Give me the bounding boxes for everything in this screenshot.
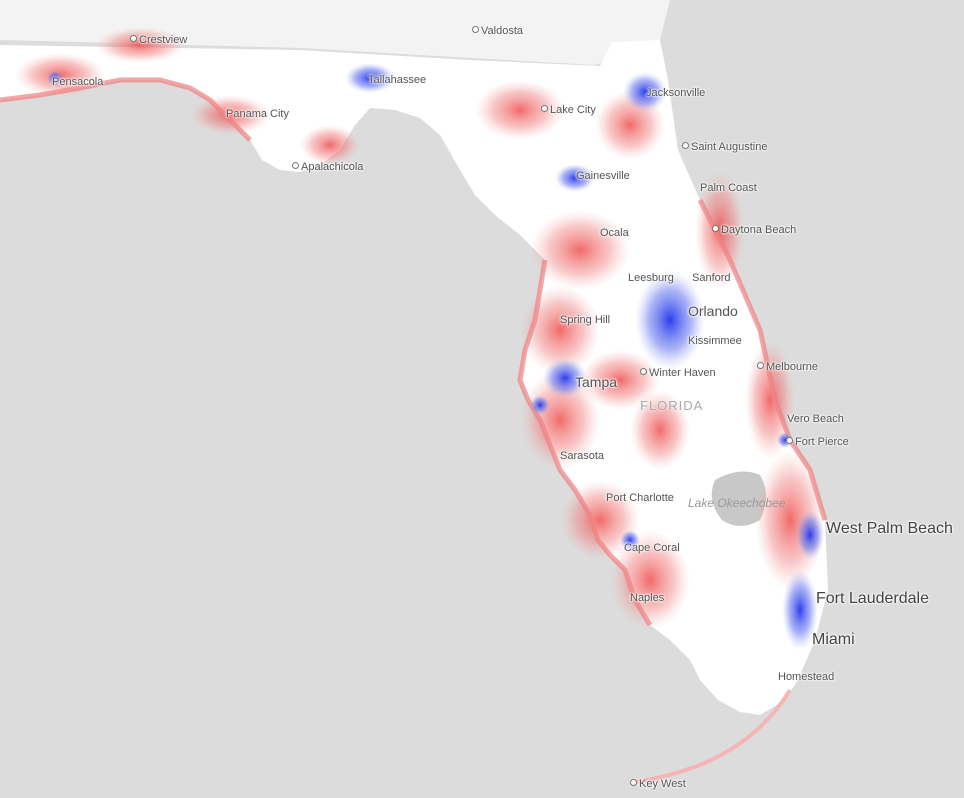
city-name: Spring Hill (560, 314, 611, 326)
city-label[interactable]: Apalachicola (292, 161, 363, 173)
city-name: Fort Pierce (795, 436, 849, 448)
city-label[interactable]: Panama City (226, 108, 289, 120)
city-dot-icon (292, 162, 299, 169)
city-name: Panama City (226, 108, 289, 120)
water-label-lake-okeechobee: Lake Okeechobee (688, 496, 786, 510)
city-label[interactable]: Orlando (688, 303, 738, 319)
city-label[interactable]: Miami (812, 631, 855, 649)
red-coastline (0, 77, 828, 627)
city-name: West Palm Beach (826, 520, 953, 537)
city-label[interactable]: Melbourne (757, 361, 818, 373)
city-name: Leesburg (628, 272, 674, 284)
city-label[interactable]: Lake City (541, 104, 596, 116)
city-label[interactable]: Sarasota (560, 450, 604, 462)
city-label[interactable]: Palm Coast (700, 182, 757, 194)
city-dot-icon (757, 362, 764, 369)
city-name: Vero Beach (787, 413, 844, 425)
city-label[interactable]: Port Charlotte (606, 492, 674, 504)
city-label[interactable]: Daytona Beach (712, 224, 796, 236)
city-name: Palm Coast (700, 182, 757, 194)
city-label[interactable]: Crestview (130, 34, 187, 46)
city-name: Melbourne (766, 361, 818, 373)
city-label[interactable]: Jacksonville (646, 87, 705, 99)
city-name: Fort Lauderdale (816, 590, 929, 607)
city-name: Lake City (550, 104, 596, 116)
city-name: Gainesville (576, 170, 630, 182)
city-name: Saint Augustine (691, 141, 768, 153)
city-label[interactable]: Valdosta (472, 25, 523, 37)
city-name: Miami (812, 631, 855, 648)
city-name: Tampa (575, 374, 618, 390)
city-label[interactable]: Kissimmee (688, 335, 742, 347)
florida-keys (634, 688, 792, 784)
city-label[interactable]: Saint Augustine (682, 141, 767, 153)
city-dot-icon (472, 26, 479, 33)
city-name: Key West (639, 778, 686, 790)
city-label[interactable]: Vero Beach (787, 413, 844, 425)
region-label-florida: FLORIDA (640, 398, 704, 413)
city-name: Sarasota (560, 450, 605, 462)
city-name: Homestead (778, 671, 835, 683)
city-name: Sanford (692, 272, 731, 284)
city-dot-icon (712, 225, 719, 232)
city-dot-icon (682, 142, 689, 149)
city-name: Pensacola (52, 76, 104, 88)
city-label[interactable]: Fort Lauderdale (816, 590, 929, 608)
city-label[interactable]: Tampa (575, 374, 617, 390)
city-name: Valdosta (481, 25, 523, 37)
lake-okeechobee (711, 471, 766, 526)
city-label[interactable]: Winter Haven (640, 367, 716, 379)
city-label[interactable]: Fort Pierce (786, 436, 849, 448)
city-label[interactable]: Homestead (778, 671, 834, 683)
city-name: Cape Coral (624, 542, 680, 554)
city-label[interactable]: Sanford (692, 272, 731, 284)
neighbor-land (0, 0, 670, 65)
city-name: Jacksonville (646, 87, 706, 99)
city-label[interactable]: Tallahassee (368, 74, 426, 86)
city-label[interactable]: Ocala (600, 227, 629, 239)
city-name: Daytona Beach (721, 224, 797, 236)
city-dot-icon (640, 368, 647, 375)
city-label[interactable]: Key West (630, 778, 686, 790)
city-label[interactable]: Leesburg (628, 272, 674, 284)
city-label[interactable]: Cape Coral (624, 542, 680, 554)
city-name: Naples (630, 592, 665, 604)
city-name: Winter Haven (649, 367, 716, 379)
city-label[interactable]: Gainesville (576, 170, 630, 182)
city-dot-icon (541, 105, 548, 112)
city-label[interactable]: Spring Hill (560, 314, 610, 326)
city-dot-icon (130, 35, 137, 42)
city-label[interactable]: Pensacola (52, 76, 103, 88)
city-name: Tallahassee (368, 74, 427, 86)
city-dot-icon (786, 437, 793, 444)
city-label[interactable]: Naples (630, 592, 664, 604)
city-dot-icon (630, 779, 637, 786)
city-name: Crestview (139, 34, 188, 46)
city-name: Ocala (600, 227, 629, 239)
blue-areas (47, 63, 824, 650)
city-name: Kissimmee (688, 335, 742, 347)
city-name: Orlando (688, 303, 738, 319)
city-name: Apalachicola (301, 161, 364, 173)
city-name: Port Charlotte (606, 492, 674, 504)
city-label[interactable]: West Palm Beach (826, 520, 953, 538)
